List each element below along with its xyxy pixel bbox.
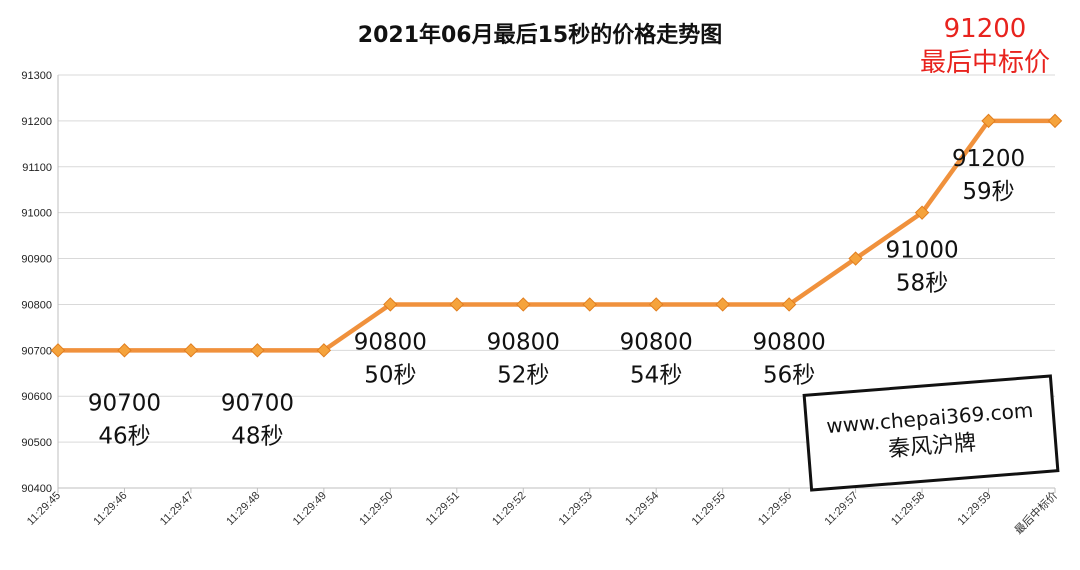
annotation-value: 90700 [221, 390, 294, 416]
x-tick-label: 11:29:51 [424, 490, 462, 528]
annotation-seconds: 46秒 [98, 423, 150, 449]
x-tick-label: 11:29:47 [158, 490, 196, 528]
annotation-value: 90800 [487, 329, 560, 355]
data-point [781, 297, 797, 312]
data-point [848, 251, 863, 266]
data-point [383, 297, 398, 312]
x-tick-label: 11:29:53 [557, 490, 595, 528]
price-line [55, 118, 1058, 353]
y-tick-label: 90500 [21, 437, 52, 449]
data-point [715, 297, 730, 312]
x-tick-label: 11:29:52 [490, 490, 528, 528]
y-tick-label: 90400 [21, 483, 52, 495]
data-point [914, 205, 930, 220]
x-tick-label: 11:29:58 [889, 490, 927, 528]
final-price-label: 最后中标价 [919, 48, 1050, 78]
y-tick-label: 91200 [21, 116, 52, 128]
data-point [449, 297, 465, 312]
data-point [250, 343, 265, 358]
x-tick-label: 11:29:54 [623, 490, 661, 528]
data-point [516, 297, 531, 312]
annotation-value: 90700 [88, 390, 161, 416]
chart-title: 2021年06月最后15秒的价格走势图 [358, 22, 722, 48]
annotation-seconds: 52秒 [497, 362, 549, 388]
data-point [648, 297, 664, 312]
x-tick-label: 11:29:46 [91, 490, 129, 528]
annotation-seconds: 50秒 [364, 362, 416, 388]
y-tick-label: 90600 [21, 391, 52, 403]
x-tick-label: 11:29:49 [291, 490, 329, 528]
data-point [183, 343, 199, 358]
x-tick-label: 11:29:57 [823, 490, 861, 528]
x-tick-label: 11:29:55 [690, 490, 728, 528]
watermark-brand: 秦风沪牌 [887, 430, 977, 463]
annotation-seconds: 58秒 [896, 271, 948, 297]
x-tick-label: 11:29:48 [224, 490, 262, 528]
annotation-value: 90800 [753, 329, 826, 355]
y-tick-label: 91100 [22, 162, 52, 174]
data-point [50, 343, 66, 358]
y-tick-label: 90700 [21, 345, 52, 357]
data-annotations: 90700 46秒 90700 48秒 90800 50秒 90800 52秒 90800 54秒… [88, 146, 1025, 449]
annotation-value: 90800 [620, 329, 693, 355]
y-tick-label: 91300 [21, 70, 52, 82]
annotation-seconds: 59秒 [962, 179, 1014, 205]
final-price-value: 91200 [943, 14, 1027, 44]
data-point [981, 113, 996, 129]
data-point [582, 297, 597, 312]
y-tick-label: 90800 [21, 299, 52, 311]
x-tick-label: 11:29:45 [25, 490, 63, 528]
y-tick-label: 90900 [21, 254, 52, 266]
x-tick-label: 最后中标价 [1011, 488, 1060, 537]
axes [57, 75, 1056, 493]
x-tick-label: 11:29:59 [955, 490, 993, 528]
x-tick-label: 11:29:50 [357, 490, 395, 528]
annotation-seconds: 48秒 [231, 423, 283, 449]
data-point [117, 343, 132, 358]
x-tick-labels: 11:29:45 11:29:46 11:29:47 11:29:48 11:29:49… [25, 488, 1060, 537]
price-series [50, 113, 1063, 358]
data-point [316, 343, 332, 358]
x-tick-label: 11:29:56 [756, 490, 794, 528]
final-price-callout: 91200 最后中标价 [900, 12, 1070, 80]
y-tick-labels: 90400 90500 90600 90700 90800 90900 91000 91100… [21, 70, 52, 495]
data-point [1047, 113, 1063, 129]
watermark-stamp: www.chepai369.com 秦风沪牌 [802, 374, 1060, 492]
annotation-value: 91200 [952, 146, 1025, 172]
annotation-value: 90800 [354, 329, 427, 355]
annotation-value: 91000 [885, 238, 958, 264]
y-tick-label: 91000 [21, 208, 52, 220]
annotation-seconds: 56秒 [763, 362, 815, 388]
annotation-seconds: 54秒 [630, 362, 682, 388]
